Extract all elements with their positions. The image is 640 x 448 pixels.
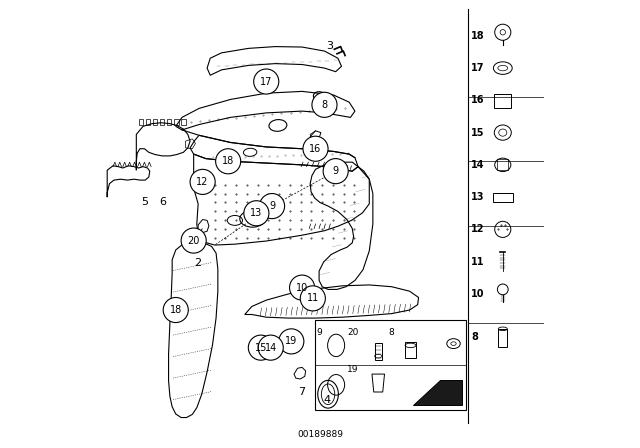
Polygon shape — [413, 380, 461, 405]
Text: 14: 14 — [264, 343, 277, 353]
Text: 2: 2 — [195, 258, 202, 268]
Circle shape — [289, 275, 315, 300]
Bar — [146, 119, 150, 125]
Text: 20: 20 — [348, 328, 359, 337]
Text: 8: 8 — [389, 328, 394, 337]
Text: 1: 1 — [196, 230, 202, 240]
Circle shape — [244, 201, 269, 226]
Text: 10: 10 — [472, 289, 485, 299]
Text: 13: 13 — [250, 208, 262, 218]
Circle shape — [260, 194, 285, 219]
Text: 8: 8 — [472, 332, 478, 342]
Text: 14: 14 — [472, 160, 485, 170]
Text: 6: 6 — [159, 198, 166, 207]
Text: 5: 5 — [141, 198, 148, 207]
Text: 4: 4 — [324, 395, 331, 405]
Bar — [494, 94, 511, 108]
Circle shape — [248, 335, 273, 360]
Bar — [181, 119, 186, 125]
Text: 16: 16 — [472, 95, 485, 105]
Text: 13: 13 — [472, 192, 485, 202]
Bar — [167, 119, 172, 125]
Circle shape — [279, 329, 304, 354]
Circle shape — [258, 335, 284, 360]
Circle shape — [303, 136, 328, 161]
Bar — [174, 119, 179, 125]
Text: 10: 10 — [296, 283, 308, 293]
Bar — [499, 329, 508, 347]
Text: 9: 9 — [333, 166, 339, 176]
Text: 18: 18 — [170, 305, 182, 315]
Bar — [153, 119, 157, 125]
Text: 12: 12 — [472, 224, 485, 234]
Text: 17: 17 — [260, 77, 273, 86]
Text: 11: 11 — [307, 293, 319, 303]
Circle shape — [181, 228, 206, 253]
Bar — [139, 119, 143, 125]
Text: 17: 17 — [472, 63, 485, 73]
Text: 19: 19 — [348, 365, 359, 374]
Circle shape — [163, 297, 188, 323]
Circle shape — [300, 286, 325, 311]
Circle shape — [323, 159, 348, 184]
Circle shape — [312, 92, 337, 117]
Text: 9: 9 — [316, 328, 322, 337]
Text: 9: 9 — [269, 201, 275, 211]
Bar — [374, 343, 382, 360]
Bar — [493, 193, 513, 202]
Text: 3: 3 — [326, 41, 333, 51]
Text: 20: 20 — [188, 236, 200, 246]
Bar — [497, 159, 508, 170]
Circle shape — [190, 169, 215, 194]
Bar — [405, 342, 416, 358]
Circle shape — [216, 149, 241, 174]
Text: 15: 15 — [255, 343, 267, 353]
Bar — [160, 119, 164, 125]
Text: 7: 7 — [298, 387, 306, 397]
Text: 8: 8 — [321, 100, 328, 110]
Circle shape — [253, 69, 279, 94]
Text: 15: 15 — [472, 128, 485, 138]
Bar — [315, 320, 466, 410]
Text: 00189889: 00189889 — [297, 430, 343, 439]
Text: 18: 18 — [222, 156, 234, 166]
Text: 18: 18 — [472, 31, 485, 41]
Text: 19: 19 — [285, 336, 298, 346]
Text: 11: 11 — [472, 257, 485, 267]
Text: 12: 12 — [196, 177, 209, 187]
Text: 16: 16 — [309, 144, 322, 154]
